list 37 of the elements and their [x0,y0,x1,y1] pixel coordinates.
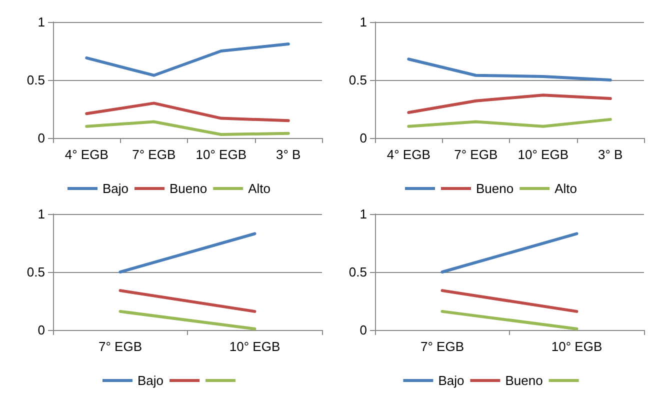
y-tick-label: 0 [38,130,45,146]
x-tick-label: 10° EGB [229,339,280,354]
line-series [85,42,290,77]
x-tick-label: 7° EGB [420,339,464,354]
x-tick-label: 4° EGB [386,147,430,162]
line-series [85,120,290,136]
x-tick-label: 10° EGB [551,339,602,354]
legend-label: Bueno [476,181,514,196]
legend-label: Bajo [137,373,164,388]
y-tick-label: 1 [360,14,367,30]
legend-label: Bajo [102,181,129,196]
x-tick-label: 10° EGB [196,147,246,162]
y-tick-label: 1 [38,14,45,30]
x-tick-label: 3° B [598,147,623,162]
y-tick-label: 0.5 [26,264,45,280]
line-series [85,102,290,122]
line-series [407,58,612,82]
x-tick-label: 7° EGB [454,147,498,162]
y-tick-label: 0 [360,130,367,146]
x-tick-label: 7° EGB [98,339,142,354]
x-tick-label: 4° EGB [64,147,108,162]
legend-label: Bueno [170,181,208,196]
x-tick-label: 3° B [276,147,301,162]
line-series [407,94,612,114]
y-tick-label: 0.5 [26,72,45,88]
y-tick-label: 0.5 [348,72,367,88]
y-tick-label: 0 [360,322,367,338]
y-tick-label: 1 [38,206,45,222]
y-tick-label: 0.5 [348,264,367,280]
legend-label: Bueno [505,373,543,388]
y-tick-label: 1 [360,206,367,222]
x-tick-label: 10° EGB [518,147,568,162]
y-tick-label: 0 [38,322,45,338]
legend-label: Alto [554,181,577,196]
x-tick-label: 7° EGB [132,147,176,162]
legend-label: Bajo [438,373,464,388]
legend-label: Alto [248,181,271,196]
